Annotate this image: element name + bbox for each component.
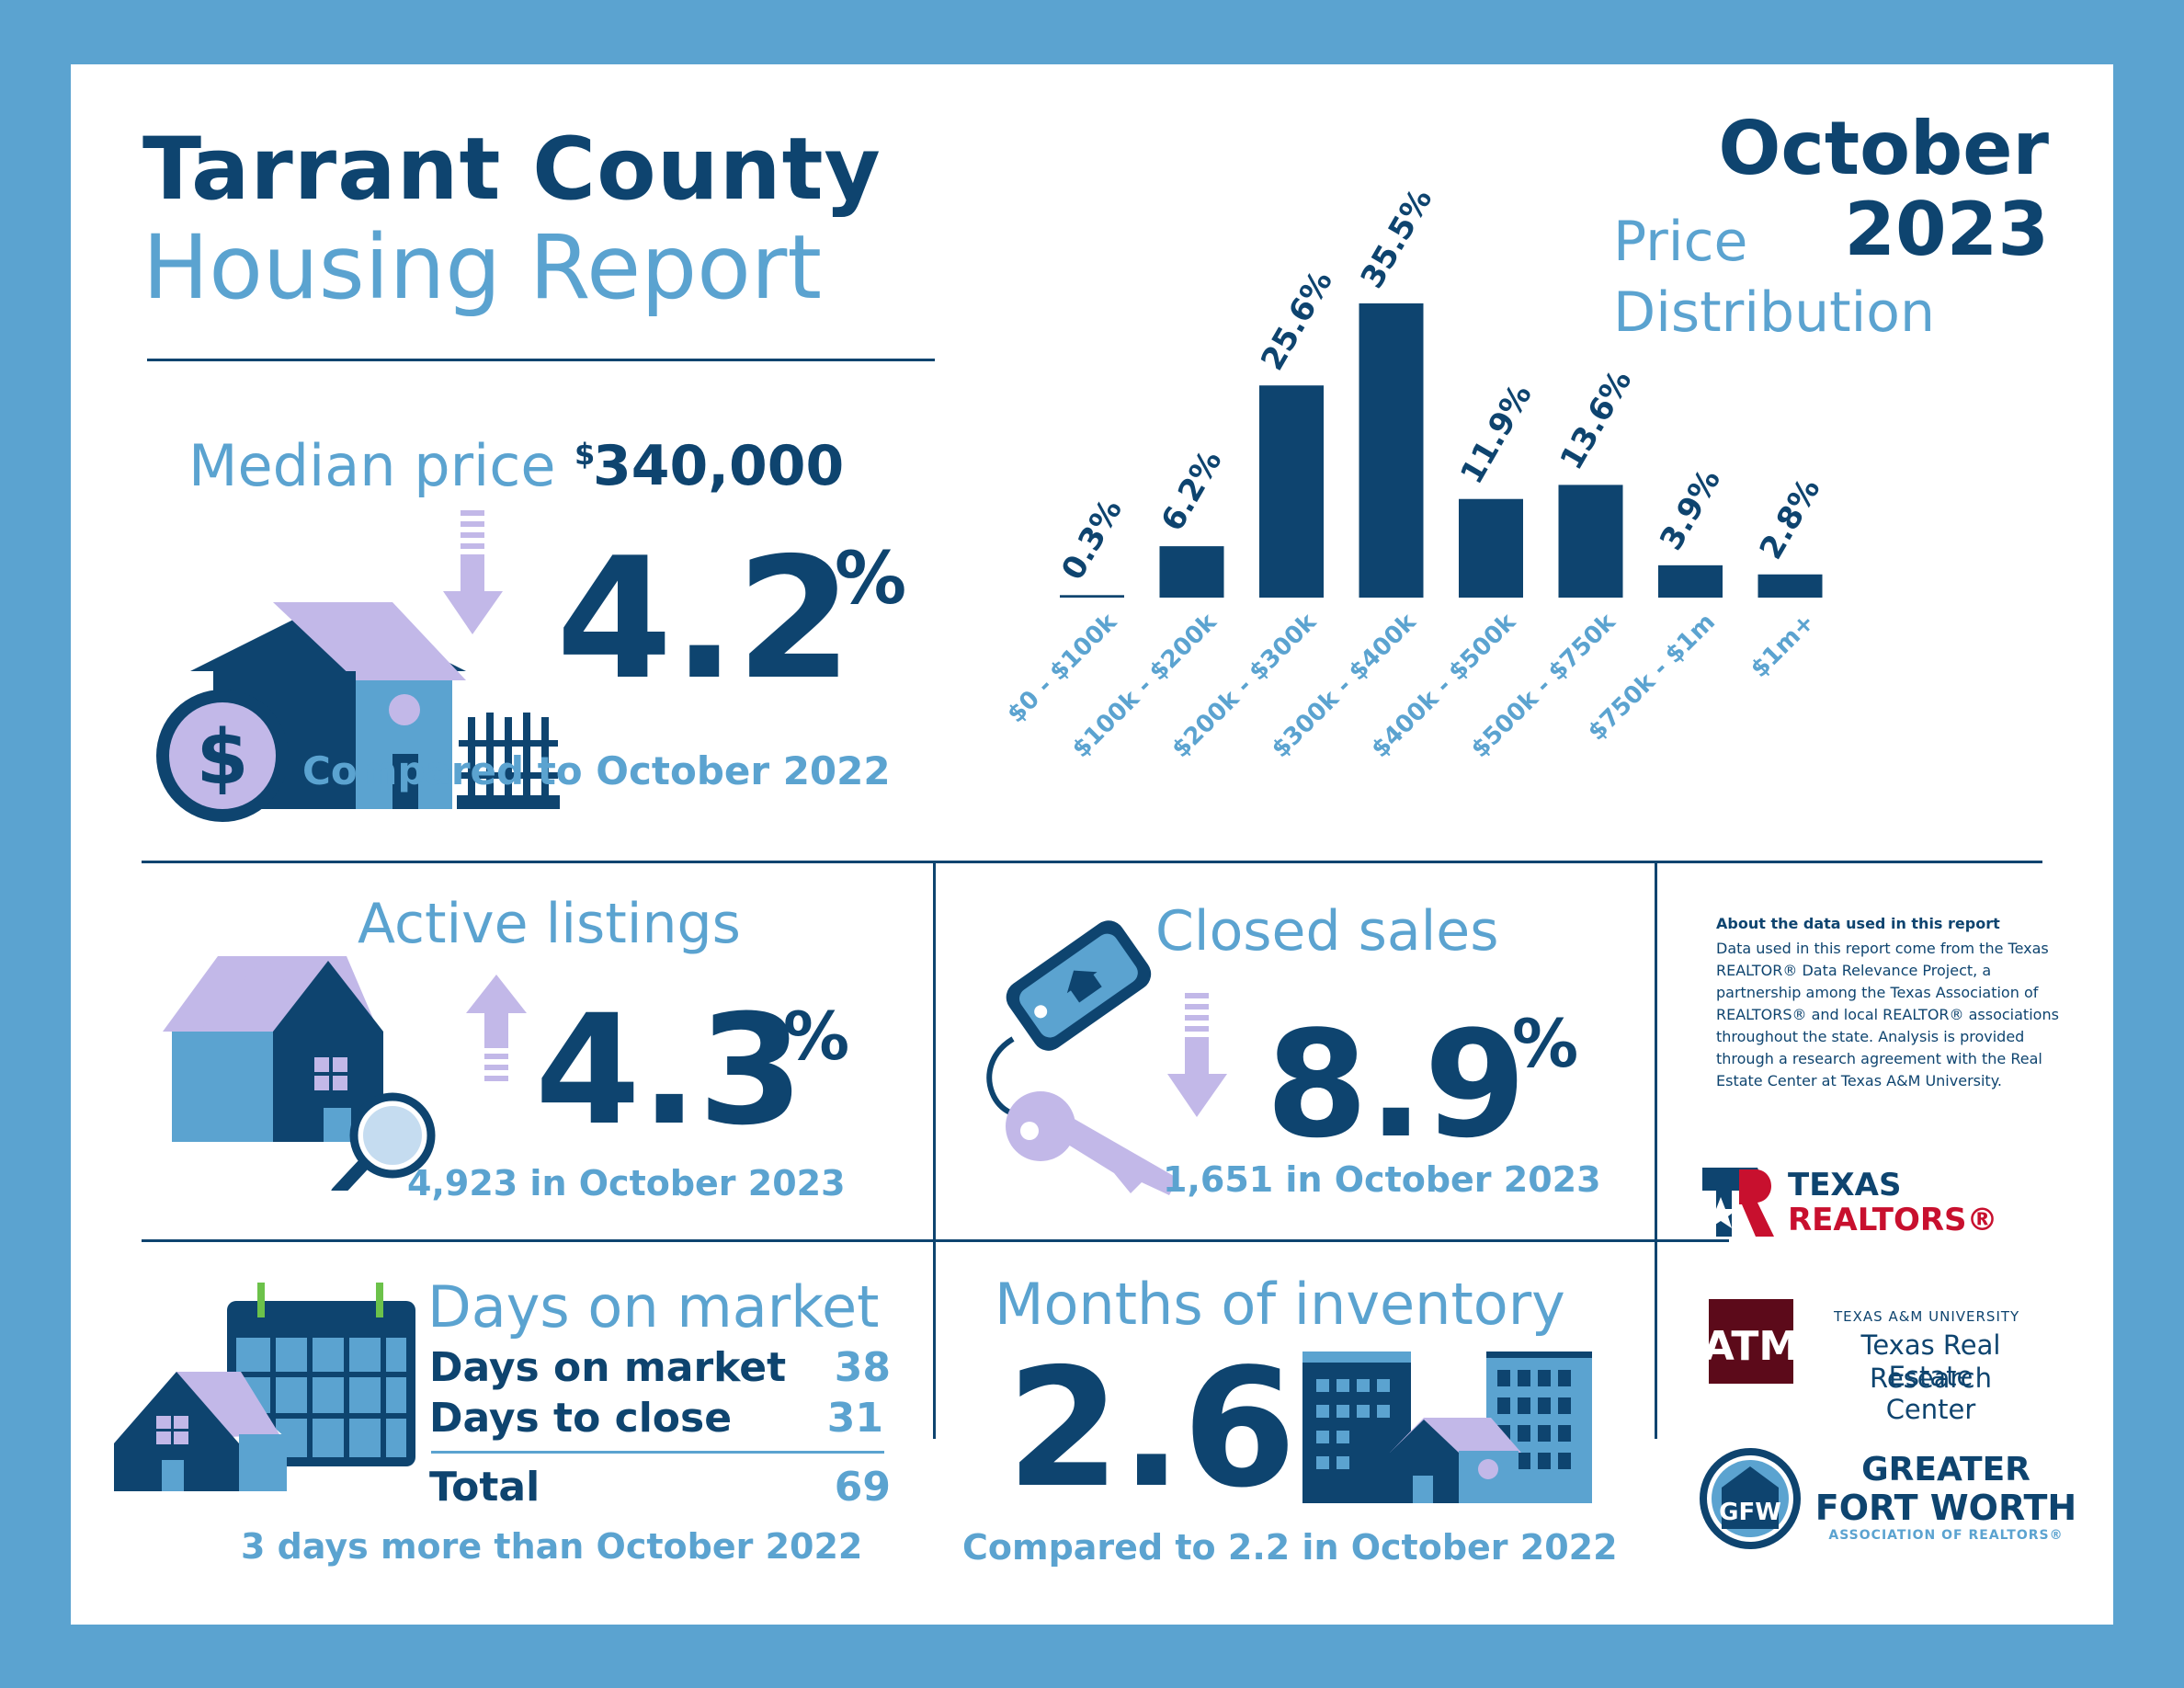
about-heading: About the data used in this report: [1716, 915, 2000, 932]
price-distribution-title-2: Distribution: [1613, 280, 1936, 345]
calendar-house-icon: [108, 1283, 415, 1491]
gfw-text-3: ASSOCIATION OF REALTORS®: [1828, 1528, 2064, 1543]
chart-value-label: 35.5%: [1354, 182, 1440, 294]
chart-category-label: $1m+: [1746, 609, 1820, 683]
chart-bar: [1359, 303, 1424, 598]
about-body: Data used in this report come from the T…: [1716, 940, 2059, 1089]
tamu-small-text: TEXAS A&M UNIVERSITY: [1834, 1308, 2020, 1325]
arrow-up-icon: [466, 975, 527, 1081]
median-dollar-sign: $: [574, 437, 596, 472]
price-distribution-title-1: Price: [1613, 210, 1748, 274]
closed-detail: 1,651 in October 2023: [1163, 1159, 1601, 1200]
closed-change-percent: %: [1512, 1005, 1579, 1082]
section-divider-top: [142, 861, 2042, 863]
chart-value-label: 0.3%: [1054, 493, 1130, 587]
chart-bar: [1558, 485, 1623, 598]
dtc-row-label: Days to close: [429, 1395, 733, 1442]
chart-value-label: 13.6%: [1553, 364, 1640, 476]
section-divider-vertical-2: [1655, 862, 1657, 1439]
gfw-monogram: GFW: [1719, 1499, 1781, 1526]
active-change-percent: %: [783, 998, 850, 1075]
tamu-text-2: Research Center: [1869, 1363, 1993, 1425]
chart-bar: [1259, 385, 1324, 598]
house-money-icon: $: [156, 602, 560, 822]
chart-value-label: 3.9%: [1653, 463, 1728, 557]
dom-row-value: 38: [834, 1344, 891, 1391]
median-change-percent: %: [835, 538, 907, 621]
closed-sales-label: Closed sales: [1155, 899, 1499, 964]
gfw-logo-icon: GFW: [1700, 1448, 1801, 1549]
median-price-value: 340,000: [593, 434, 845, 498]
active-change-value: 4.3: [535, 982, 804, 1158]
dom-row-label: Days on market: [429, 1344, 787, 1391]
texas-realtors-logo-icon: [1702, 1168, 1774, 1237]
key-tag-icon: [986, 920, 1178, 1195]
chart-bar: [1060, 595, 1124, 598]
gfw-text-1: GREATER: [1861, 1451, 2030, 1488]
months-inventory-label: Months of inventory: [995, 1271, 1565, 1338]
median-change-value: 4.2: [556, 521, 853, 716]
section-divider-vertical-1: [933, 862, 936, 1439]
chart-bar: [1159, 546, 1224, 598]
report-title: Tarrant County: [142, 120, 882, 220]
chart-value-label: 2.8%: [1753, 473, 1828, 566]
dtc-row-value: 31: [826, 1395, 883, 1442]
gfw-text-2: FORT WORTH: [1814, 1488, 2077, 1528]
closed-change-value: 8.9: [1266, 998, 1527, 1170]
chart-bar: [1757, 574, 1823, 598]
chart-bar: [1658, 565, 1723, 598]
title-divider: [147, 359, 935, 361]
days-on-market-label: Days on market: [427, 1273, 880, 1340]
house-search-icon: [163, 956, 436, 1191]
median-price-label: Median price: [188, 432, 556, 499]
inventory-value: 2.6: [1007, 1333, 1297, 1523]
active-listings-label: Active listings: [358, 892, 741, 956]
arrow-down-icon: [1167, 993, 1227, 1117]
svg-text:ATM: ATM: [1709, 1323, 1793, 1370]
texas-realtors-text-2: REALTORS®: [1788, 1202, 1998, 1238]
dom-total-value: 69: [834, 1464, 891, 1511]
arrow-down-icon: [443, 510, 503, 634]
chart-value-label: 6.2%: [1155, 444, 1230, 538]
median-comparison: Compared to October 2022: [302, 748, 891, 793]
inventory-comparison: Compared to 2.2 in October 2022: [962, 1527, 1618, 1568]
dom-total-label: Total: [429, 1464, 540, 1511]
dom-total-rule: [431, 1451, 884, 1454]
tamu-text-1: Texas Real Estate: [1860, 1329, 2001, 1392]
chart-value-label: 11.9%: [1453, 378, 1540, 490]
report-subtitle: Housing Report: [142, 216, 822, 319]
chart-bar: [1459, 498, 1523, 598]
report-year: 2023: [1844, 187, 2049, 272]
chart-value-label: 25.6%: [1254, 265, 1340, 377]
texas-realtors-text-1: TEXAS: [1788, 1167, 1902, 1203]
report-month: October: [1718, 106, 2049, 191]
dom-comparison: 3 days more than October 2022: [241, 1526, 863, 1567]
active-detail: 4,923 in October 2023: [407, 1163, 846, 1203]
tamu-logo-icon: ATM: [1709, 1299, 1793, 1384]
svg-text:$: $: [196, 714, 248, 802]
buildings-icon: [1302, 1352, 1592, 1503]
report-card: Tarrant County Housing Report October 20…: [71, 64, 2113, 1625]
